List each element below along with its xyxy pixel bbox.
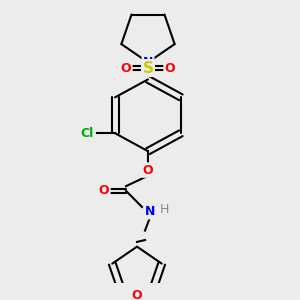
Text: H: H (159, 203, 169, 216)
Text: O: O (143, 164, 153, 177)
Text: O: O (165, 61, 175, 74)
Text: O: O (99, 184, 109, 197)
Text: O: O (132, 289, 142, 300)
Text: N: N (143, 56, 153, 69)
Text: N: N (145, 205, 155, 218)
Text: S: S (142, 61, 154, 76)
Text: O: O (121, 61, 131, 74)
Text: Cl: Cl (80, 127, 94, 140)
Text: N: N (143, 56, 153, 69)
